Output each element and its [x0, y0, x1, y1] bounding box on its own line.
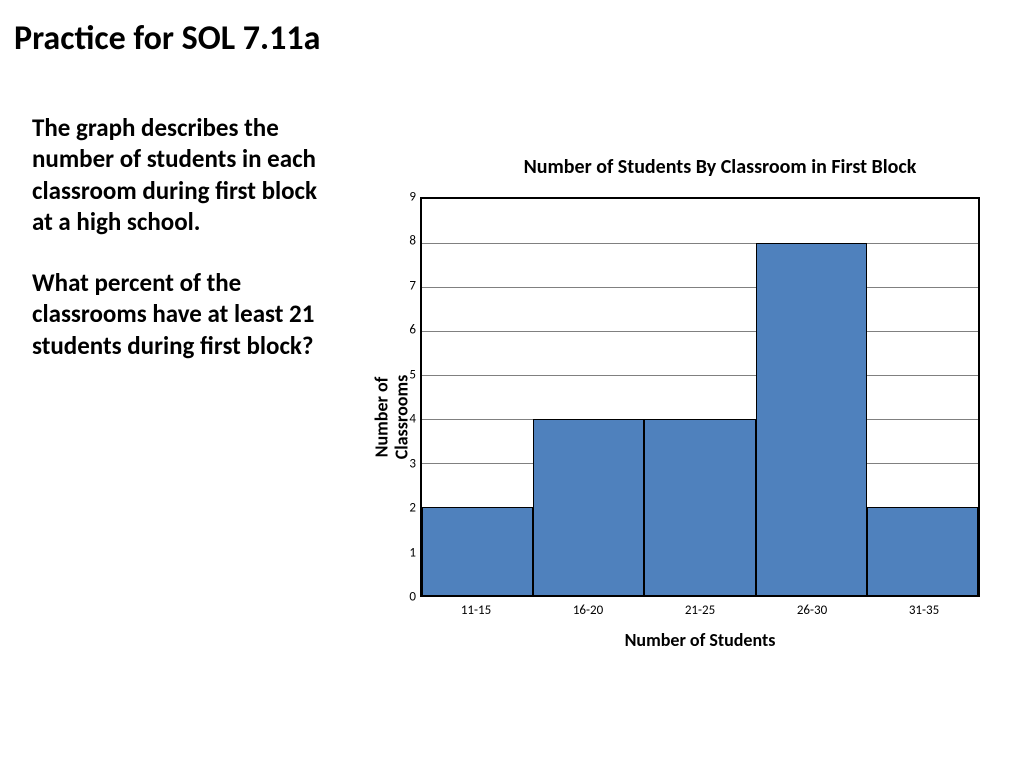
x-axis-ticks: 11-1516-2021-2526-3031-35 — [420, 603, 980, 618]
prompt-paragraph-1: The graph describes the number of studen… — [32, 112, 332, 237]
prompt-paragraph-2: What percent of the classrooms have at l… — [32, 267, 332, 361]
plot-area: 0123456789 — [420, 197, 980, 597]
y-tick: 5 — [392, 367, 416, 382]
y-tick: 3 — [392, 456, 416, 471]
y-tick: 4 — [392, 412, 416, 427]
y-tick: 6 — [392, 323, 416, 338]
histogram-bar — [533, 419, 644, 595]
y-tick: 1 — [392, 545, 416, 560]
x-tick: 11-15 — [420, 603, 532, 618]
prompt-text: The graph describes the number of studen… — [32, 112, 332, 391]
x-tick: 31-35 — [868, 603, 980, 618]
page-title: Practice for SOL 7.11a — [14, 18, 320, 59]
histogram-bar — [422, 507, 533, 595]
y-tick: 7 — [392, 278, 416, 293]
chart-title: Number of Students By Classroom in First… — [420, 155, 1020, 179]
chart-body: Number of Classrooms 0123456789 11-1516-… — [360, 197, 1000, 637]
x-tick: 16-20 — [532, 603, 644, 618]
y-axis-ticks: 0123456789 — [392, 197, 416, 597]
y-tick: 8 — [392, 234, 416, 249]
plot-frame — [420, 197, 980, 597]
histogram-bar — [867, 507, 978, 595]
y-tick: 0 — [392, 590, 416, 605]
y-tick: 2 — [392, 501, 416, 516]
y-tick: 9 — [392, 190, 416, 205]
histogram-bar — [756, 243, 867, 595]
slide: Practice for SOL 7.11a The graph describ… — [0, 0, 1024, 768]
x-axis-label: Number of Students — [420, 629, 980, 651]
histogram-chart: Number of Students By Classroom in First… — [360, 155, 1000, 637]
bars-container — [422, 199, 978, 595]
x-tick: 21-25 — [644, 603, 756, 618]
x-tick: 26-30 — [756, 603, 868, 618]
histogram-bar — [644, 419, 755, 595]
